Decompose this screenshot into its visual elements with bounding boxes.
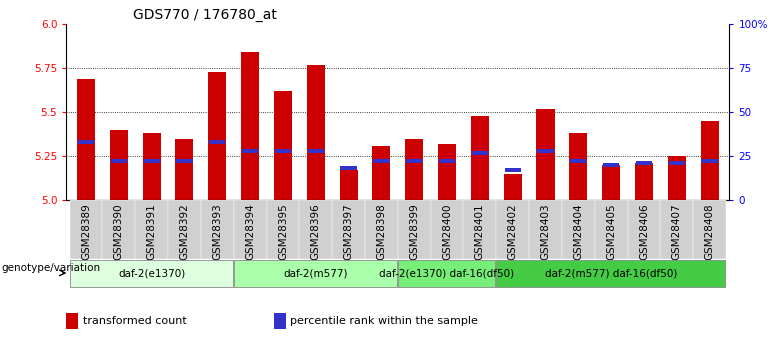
Bar: [274, 91, 292, 200]
Bar: [275, 149, 291, 153]
Bar: [569, 133, 587, 200]
Bar: [208, 72, 226, 200]
Text: GSM28395: GSM28395: [278, 203, 288, 260]
Bar: [201, 200, 234, 259]
Bar: [496, 260, 725, 287]
Text: GSM28406: GSM28406: [639, 203, 649, 260]
Bar: [463, 200, 496, 259]
Bar: [374, 159, 389, 163]
Bar: [504, 174, 522, 200]
Bar: [602, 165, 620, 200]
Bar: [365, 200, 398, 259]
Bar: [234, 260, 397, 287]
Text: GSM28405: GSM28405: [606, 203, 616, 260]
Bar: [340, 167, 356, 170]
Text: GSM28407: GSM28407: [672, 203, 682, 260]
Text: GSM28398: GSM28398: [377, 203, 386, 260]
Text: genotype/variation: genotype/variation: [2, 263, 101, 273]
Text: daf-2(e1370) daf-16(df50): daf-2(e1370) daf-16(df50): [380, 268, 515, 278]
Text: percentile rank within the sample: percentile rank within the sample: [290, 316, 478, 326]
Text: daf-2(m577) daf-16(df50): daf-2(m577) daf-16(df50): [545, 268, 677, 278]
Bar: [242, 149, 258, 153]
Bar: [176, 159, 193, 163]
Bar: [537, 149, 554, 153]
Bar: [562, 200, 594, 259]
Bar: [439, 159, 456, 163]
Bar: [635, 163, 653, 200]
Text: daf-2(e1370): daf-2(e1370): [118, 268, 186, 278]
Bar: [111, 159, 127, 163]
Bar: [701, 159, 718, 163]
Bar: [700, 121, 718, 200]
Text: GSM28397: GSM28397: [343, 203, 353, 260]
Text: GSM28393: GSM28393: [212, 203, 222, 260]
Bar: [668, 161, 685, 165]
Bar: [234, 200, 267, 259]
Bar: [241, 52, 259, 200]
Bar: [144, 159, 160, 163]
Bar: [135, 200, 168, 259]
Text: GSM28391: GSM28391: [147, 203, 157, 260]
Bar: [78, 140, 94, 144]
Bar: [471, 116, 489, 200]
Text: GSM28399: GSM28399: [410, 203, 419, 260]
Text: GSM28401: GSM28401: [475, 203, 485, 260]
Bar: [472, 151, 488, 155]
Bar: [405, 139, 424, 200]
Text: GSM28402: GSM28402: [508, 203, 518, 260]
Bar: [209, 140, 225, 144]
Bar: [339, 170, 357, 200]
Bar: [307, 65, 324, 200]
Bar: [176, 139, 193, 200]
Bar: [77, 79, 95, 200]
Bar: [307, 149, 324, 153]
Text: GSM28396: GSM28396: [310, 203, 321, 260]
Text: GSM28403: GSM28403: [541, 203, 551, 260]
Bar: [102, 200, 135, 259]
Bar: [143, 133, 161, 200]
Bar: [168, 200, 201, 259]
Bar: [603, 163, 619, 167]
Bar: [529, 200, 562, 259]
Bar: [628, 200, 661, 259]
Bar: [110, 130, 128, 200]
Bar: [69, 200, 102, 259]
Bar: [505, 168, 521, 172]
Text: GSM28389: GSM28389: [81, 203, 91, 260]
Bar: [398, 260, 495, 287]
Bar: [406, 159, 422, 163]
Text: GDS770 / 176780_at: GDS770 / 176780_at: [133, 8, 276, 22]
Bar: [66, 313, 78, 329]
Bar: [496, 200, 529, 259]
Bar: [372, 146, 391, 200]
Bar: [69, 260, 232, 287]
Bar: [431, 200, 463, 259]
Bar: [438, 144, 456, 200]
Text: GSM28394: GSM28394: [245, 203, 255, 260]
Text: GSM28390: GSM28390: [114, 203, 124, 260]
Text: GSM28400: GSM28400: [442, 203, 452, 259]
Text: GSM28392: GSM28392: [179, 203, 190, 260]
Bar: [570, 159, 587, 163]
Bar: [537, 109, 555, 200]
Bar: [398, 200, 431, 259]
Text: transformed count: transformed count: [83, 316, 186, 326]
Bar: [636, 161, 652, 165]
Bar: [300, 200, 332, 259]
Bar: [274, 313, 285, 329]
Bar: [594, 200, 628, 259]
Text: GSM28404: GSM28404: [573, 203, 583, 260]
Bar: [267, 200, 300, 259]
Bar: [668, 156, 686, 200]
Bar: [661, 200, 693, 259]
Text: daf-2(m577): daf-2(m577): [283, 268, 348, 278]
Text: GSM28408: GSM28408: [704, 203, 714, 260]
Bar: [693, 200, 726, 259]
Bar: [332, 200, 365, 259]
